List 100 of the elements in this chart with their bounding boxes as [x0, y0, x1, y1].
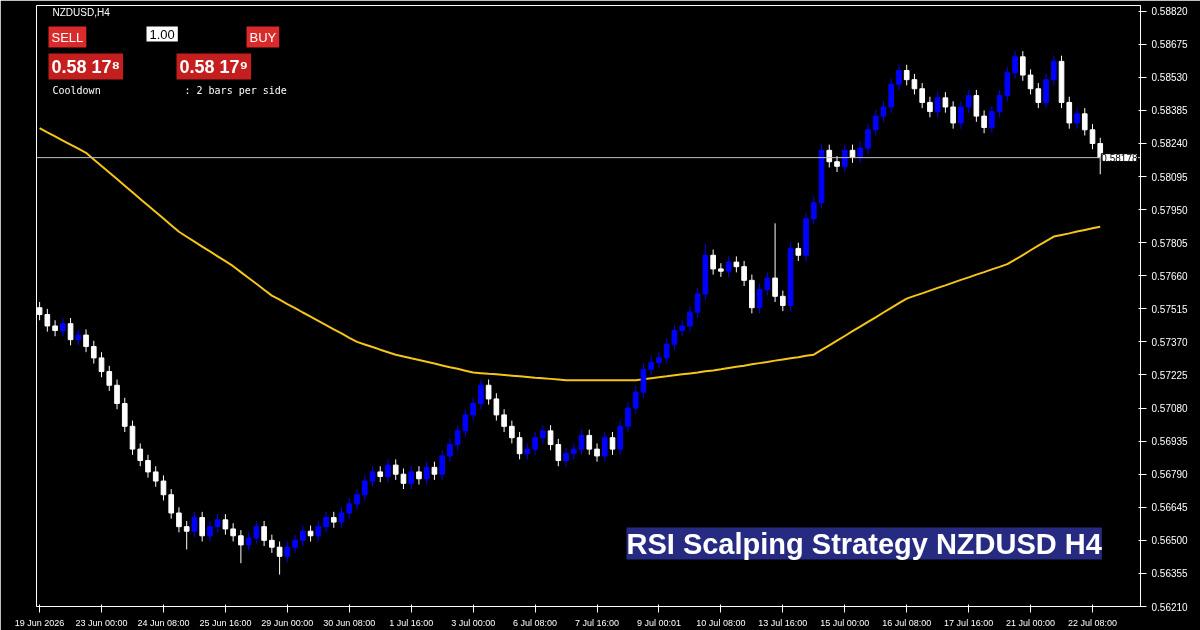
- candlestick: [617, 420, 624, 456]
- candlestick: [609, 431, 616, 456]
- candlestick: [470, 397, 476, 422]
- candlestick: [710, 249, 716, 276]
- candlestick: [1035, 82, 1042, 109]
- y-tick-label: 0.56355: [1151, 568, 1189, 580]
- candlestick: [52, 319, 58, 337]
- y-tick-label: 0.57225: [1151, 370, 1189, 381]
- candlestick: [323, 511, 329, 533]
- candlestick: [958, 100, 964, 130]
- candlestick: [973, 89, 980, 123]
- annotation: SELL: [51, 29, 84, 45]
- x-tick-label: 22 Jul 08:00: [1067, 617, 1118, 628]
- candlestick: [168, 488, 175, 520]
- candlestick: [385, 458, 391, 483]
- y-tick-label: 0.58530: [1151, 72, 1189, 84]
- candlestick: [950, 100, 956, 130]
- candlestick: [772, 222, 778, 303]
- candlestick: [911, 73, 918, 95]
- annotation: NZDUSD,H4: [52, 6, 111, 18]
- candlestick: [509, 420, 515, 444]
- y-tick-label: 0.57660: [1151, 270, 1189, 282]
- candlestick: [292, 534, 298, 554]
- candlestick: [90, 340, 97, 365]
- y-tick-label: 0.57370: [1151, 336, 1189, 348]
- candlestick: [563, 447, 569, 467]
- candlestick: [114, 379, 120, 410]
- candlestick: [129, 420, 136, 456]
- candlestick: [392, 458, 399, 481]
- y-tick-label: 0.58240: [1151, 138, 1189, 150]
- candlestick: [927, 96, 933, 118]
- y-tick-label: 0.58095: [1151, 171, 1189, 183]
- candlestick: [888, 77, 895, 114]
- x-tick-label: 19 Jun 2026: [14, 617, 65, 628]
- candlestick: [60, 317, 66, 337]
- candlestick: [989, 105, 995, 134]
- candlestick: [416, 465, 422, 485]
- candlestick: [578, 429, 585, 456]
- candlestick: [656, 351, 662, 369]
- candlestick: [423, 461, 430, 485]
- candlestick: [338, 506, 345, 529]
- candlestick: [1043, 73, 1049, 109]
- candlestick: [176, 506, 182, 533]
- candlestick: [741, 260, 747, 287]
- candlestick: [400, 468, 407, 490]
- candlestick: [632, 385, 639, 415]
- candlestick: [245, 531, 252, 552]
- candlestick: [780, 290, 786, 312]
- candlestick: [810, 196, 817, 225]
- candlestick: [501, 408, 507, 433]
- text: RSI Scalping Strategy NZDUSD H4: [626, 527, 1102, 560]
- candlestick: [1027, 68, 1034, 95]
- x-tick-label: 1 Jul 16:00: [389, 617, 434, 628]
- line-series: [38, 127, 1102, 382]
- candlestick: [454, 424, 461, 451]
- candlestick: [903, 64, 910, 86]
- y-tick-label: 0.56210: [1151, 601, 1189, 613]
- candlestick: [880, 100, 887, 123]
- candlestick: [67, 317, 74, 346]
- candlestick: [354, 488, 360, 511]
- annotation: 0.58 17⁹: [179, 56, 249, 77]
- candlestick: [269, 534, 275, 554]
- annotation: 0.58 17⁸: [51, 56, 121, 77]
- candlestick: [663, 338, 670, 365]
- candlestick: [965, 89, 972, 114]
- candlestick: [1081, 107, 1088, 137]
- candlestick: [253, 520, 260, 545]
- annotation: 1.00: [149, 26, 175, 42]
- candlestick: [865, 123, 871, 155]
- candlestick: [694, 287, 701, 319]
- candlestick: [152, 465, 159, 488]
- candlestick: [276, 541, 283, 576]
- x-tick-label: 29 Jun 00:00: [261, 617, 314, 628]
- candlestick: [431, 461, 438, 481]
- candlestick: [121, 397, 128, 433]
- y-tick-label: 0.57950: [1151, 204, 1189, 216]
- annotation: BUY: [249, 29, 277, 45]
- candlestick: [199, 511, 205, 542]
- candlestick: [222, 513, 229, 536]
- x-tick-label: 17 Jul 16:00: [944, 617, 994, 628]
- candlestick: [671, 324, 678, 351]
- candlestick: [826, 144, 833, 168]
- x-tick-label: 24 Jun 08:00: [137, 617, 190, 628]
- candlestick: [718, 262, 724, 278]
- candlestick: [1089, 123, 1096, 150]
- candlestick: [532, 431, 538, 456]
- candlestick: [191, 511, 198, 538]
- candlestick: [439, 449, 445, 481]
- candlestick: [369, 465, 376, 488]
- candlestick: [1004, 66, 1011, 102]
- x-tick-label: 23 Jun 00:00: [75, 617, 128, 628]
- x-tick-label: 7 Jul 16:00: [575, 617, 620, 628]
- candlestick: [841, 144, 848, 173]
- x-tick-label: 30 Jun 08:00: [323, 617, 376, 628]
- candlestick: [485, 379, 492, 406]
- candlestick: [919, 82, 925, 109]
- x-tick-label: 25 Jun 16:00: [199, 617, 252, 628]
- candlestick: [447, 438, 453, 463]
- candlestick: [834, 155, 840, 173]
- candlestick: [942, 91, 949, 114]
